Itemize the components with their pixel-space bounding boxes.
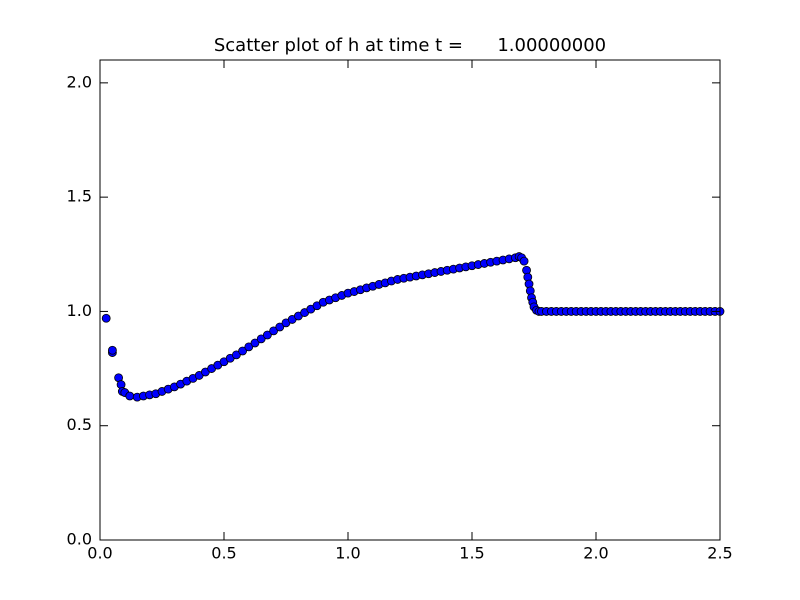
x-tick-label: 0.5 [211, 544, 236, 563]
point [101, 313, 111, 323]
point [519, 256, 529, 266]
y-tick-label: 0.0 [67, 530, 92, 549]
y-tick-label: 1.0 [67, 301, 92, 320]
x-tick-label: 2.0 [583, 544, 608, 563]
chart-title: Scatter plot of h at time t = 1.00000000 [214, 35, 606, 56]
plot-frame [99, 59, 721, 541]
y-tick-label: 2.0 [67, 72, 92, 91]
point [125, 391, 135, 401]
point [256, 334, 266, 344]
point [108, 345, 117, 355]
point [262, 330, 272, 340]
x-tick-label: 0.0 [87, 544, 112, 563]
x-tick-label: 2.5 [707, 544, 732, 563]
point [231, 350, 241, 360]
y-tick-label: 0.5 [67, 415, 92, 434]
y-tick-label: 1.5 [67, 187, 92, 206]
x-tick-label: 1.0 [335, 544, 360, 563]
point [238, 346, 248, 356]
point [269, 326, 279, 336]
x-tick-label: 1.5 [459, 544, 484, 563]
point [244, 342, 254, 352]
point [275, 322, 285, 332]
point [250, 338, 260, 348]
